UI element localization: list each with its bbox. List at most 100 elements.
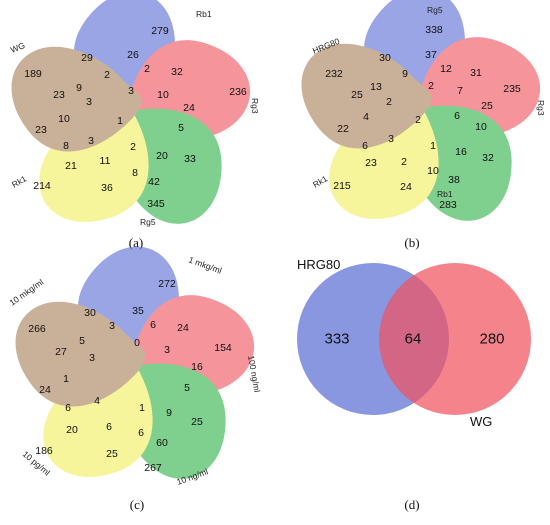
caption-b: (b) [404,235,419,250]
region-count: 20 [66,424,78,436]
caption-a: (a) [129,235,143,250]
region-count: 6 [362,140,368,152]
panel-d: HRG80 WG 333 64 280 (d) [297,257,531,512]
set-label-wg: WG [470,414,492,429]
region-count: 36 [101,182,113,194]
region-count: 7 [457,85,463,97]
region-count: 338 [425,24,443,36]
region-count: 3 [89,352,95,364]
region-count: 10 [475,121,487,133]
set-label-1mkg: 1 mkg/ml [187,254,223,275]
caption-d: (d) [404,497,419,512]
region-count: 23 [35,124,47,136]
region-count: 32 [482,152,494,164]
region-count: 4 [94,395,100,407]
region-count: 13 [370,81,382,93]
region-count: 3 [86,96,92,108]
region-count: 24 [177,322,189,334]
region-count: 10 [157,89,169,101]
region-count: 37 [425,49,437,61]
region-count: 9 [402,68,408,80]
region-count: 189 [24,68,42,80]
region-count: 2 [130,141,136,153]
region-count: 33 [184,153,196,165]
region-count: 214 [33,180,51,192]
region-count: 236 [229,86,247,98]
region-count: 31 [470,67,482,79]
region-count: 232 [325,68,343,80]
region-count: 6 [454,110,460,122]
region-count: 6 [150,319,156,331]
region-count: 186 [35,445,53,457]
panel-a: WG Rb1 Rg3 Rg5 Rk1 189 279 29 26 2 32 23… [0,0,260,250]
venn-a-shapes [0,0,259,240]
region-count: 2 [401,156,407,168]
set-label-rb1: Rb1 [437,189,453,199]
region-count: 16 [455,146,467,158]
region-count: 215 [333,180,351,192]
region-count: 23 [365,157,377,169]
region-count: 24 [400,181,412,193]
region-counts-c: 266 272 30 35 6 24 154 27 5 3 0 3 16 3 1… [28,278,232,474]
set-label-rg5: Rg5 [427,5,443,15]
region-count: 1 [117,115,123,127]
set-label-rg3: Rg3 [536,100,546,116]
region-count: 29 [81,52,93,64]
region-count-intersection: 64 [405,331,422,348]
region-count: 16 [191,361,203,373]
region-count: 235 [503,83,521,95]
region-count: 3 [388,133,394,145]
region-count-hrg80-only: 333 [324,331,349,348]
region-count: 30 [84,307,96,319]
region-count: 2 [428,80,434,92]
region-count: 2 [415,114,421,126]
region-count: 3 [109,320,115,332]
region-count: 42 [148,176,160,188]
region-count: 9 [76,82,82,94]
set-label-rg3: Rg3 [250,98,260,114]
region-count-wg-only: 280 [479,331,504,348]
set-wg-circle [379,263,531,415]
set-label-rb1: Rb1 [196,9,212,19]
region-count: 2 [144,63,150,75]
region-count: 25 [106,448,118,460]
region-count: 272 [158,278,176,290]
region-count: 23 [53,89,65,101]
region-count: 6 [138,427,144,439]
region-count: 26 [127,49,139,61]
region-count: 24 [39,384,51,396]
panel-c: 10 mkg/ml 1 mkg/ml 100 ng/ml 10 ng/ml 10… [0,228,263,512]
region-count: 10 [427,165,439,177]
set-label-10mkg: 10 mkg/ml [7,277,45,308]
region-count: 12 [440,63,452,75]
region-count: 8 [63,140,69,152]
region-count: 3 [164,344,170,356]
region-count: 32 [171,66,183,78]
region-count: 6 [106,421,112,433]
region-count: 21 [65,160,77,172]
set-label-rk1: Rk1 [311,173,329,189]
region-count: 266 [28,323,46,335]
region-count: 38 [448,174,460,186]
set-label-100ng: 100 ng/ml [246,355,262,394]
region-count: 5 [178,122,184,134]
region-count: 154 [214,342,232,354]
region-count: 10 [58,113,70,125]
region-count: 2 [104,69,110,81]
region-count: 22 [337,123,349,135]
region-count: 35 [132,305,144,317]
region-count: 25 [481,100,493,112]
region-count: 5 [79,335,85,347]
region-count: 25 [351,89,363,101]
region-count: 1 [63,373,69,385]
panel-b: HRG80 Rg5 Rg3 Rb1 Rk1 232 338 30 37 12 3… [279,0,549,250]
region-count: 2 [386,96,392,108]
region-count: 1 [139,402,145,414]
region-count: 3 [128,85,134,97]
region-count: 6 [65,402,71,414]
region-count: 9 [166,407,172,419]
region-count: 3 [88,135,94,147]
caption-c: (c) [130,497,144,512]
set-label-hrg80: HRG80 [297,257,340,272]
